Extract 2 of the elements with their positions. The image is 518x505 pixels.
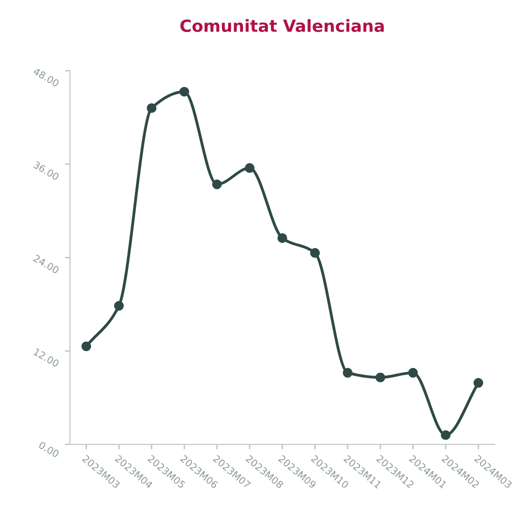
chart-title: Comunitat Valenciana [180, 19, 384, 32]
y-tick-label: 0.00 [38, 441, 60, 458]
